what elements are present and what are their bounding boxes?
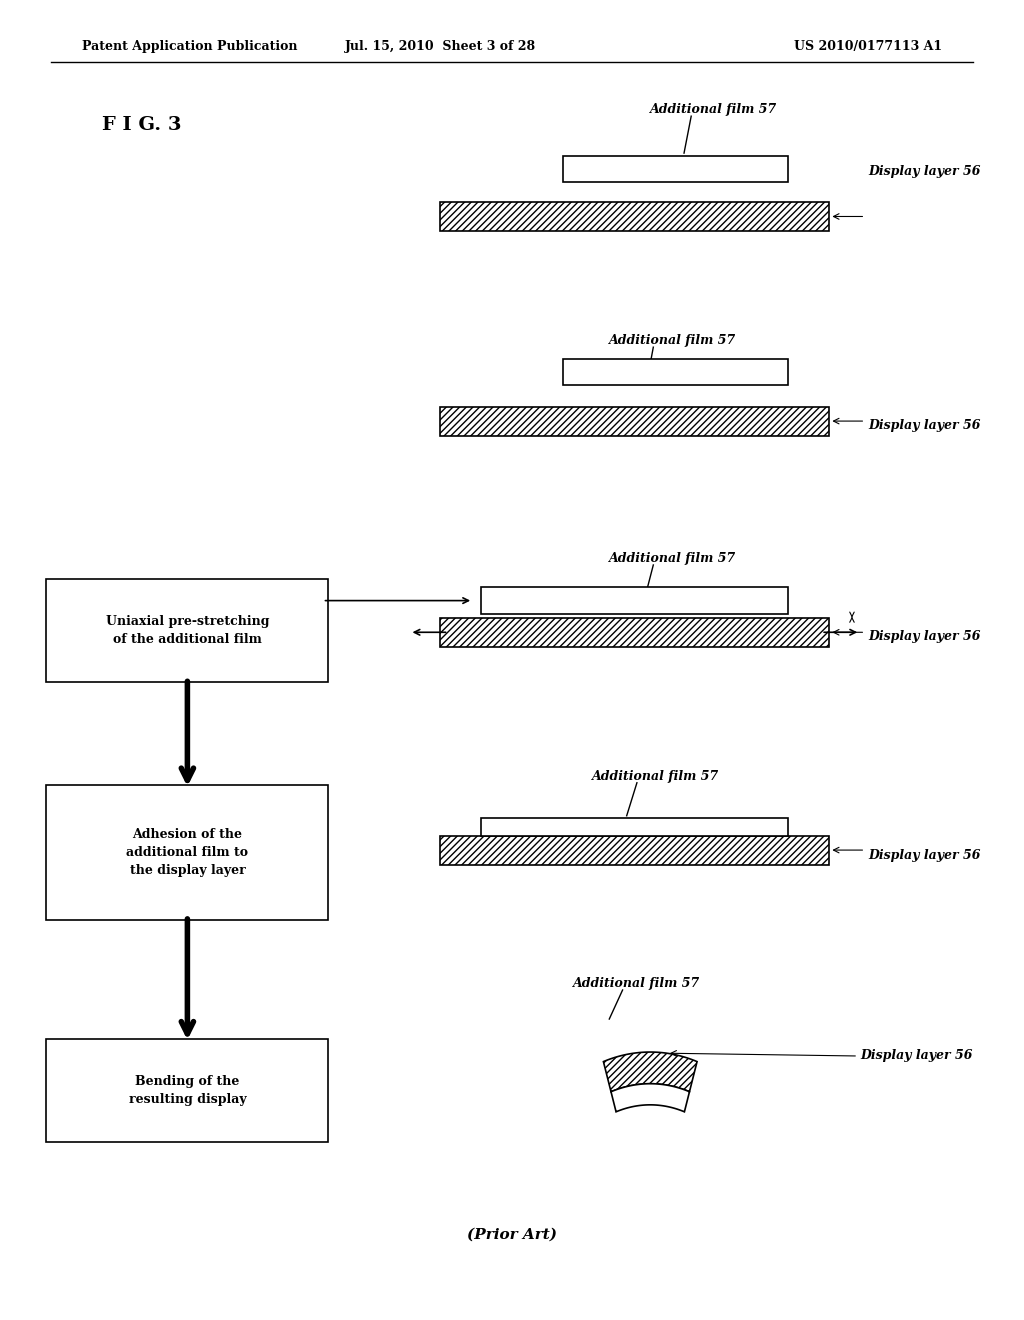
Text: Additional film 57: Additional film 57 xyxy=(592,770,719,783)
Polygon shape xyxy=(611,1084,689,1111)
Bar xyxy=(481,587,788,614)
Bar xyxy=(563,156,788,182)
Polygon shape xyxy=(603,1052,697,1092)
Text: Bending of the
resulting display: Bending of the resulting display xyxy=(129,1074,246,1106)
FancyBboxPatch shape xyxy=(46,1039,328,1142)
Text: Display layer 56: Display layer 56 xyxy=(868,418,981,432)
Text: Uniaxial pre-stretching
of the additional film: Uniaxial pre-stretching of the additiona… xyxy=(105,615,269,647)
Text: Additional film 57: Additional film 57 xyxy=(609,334,736,347)
Text: Display layer 56: Display layer 56 xyxy=(868,165,981,178)
Bar xyxy=(440,202,829,231)
Text: Additional film 57: Additional film 57 xyxy=(609,552,736,565)
Text: F I G. 3: F I G. 3 xyxy=(102,116,182,135)
Bar xyxy=(440,836,829,865)
Text: US 2010/0177113 A1: US 2010/0177113 A1 xyxy=(794,40,942,53)
Text: Additional film 57: Additional film 57 xyxy=(573,977,700,990)
Text: Display layer 56: Display layer 56 xyxy=(868,630,981,643)
Text: Display layer 56: Display layer 56 xyxy=(868,849,981,862)
FancyBboxPatch shape xyxy=(46,579,328,682)
Bar xyxy=(440,407,829,436)
Bar xyxy=(440,618,829,647)
Text: Additional film 57: Additional film 57 xyxy=(650,103,777,116)
Text: (Prior Art): (Prior Art) xyxy=(467,1228,557,1241)
FancyBboxPatch shape xyxy=(46,785,328,920)
Text: Jul. 15, 2010  Sheet 3 of 28: Jul. 15, 2010 Sheet 3 of 28 xyxy=(345,40,536,53)
Text: Patent Application Publication: Patent Application Publication xyxy=(82,40,297,53)
Bar xyxy=(481,818,788,836)
Text: Adhesion of the
additional film to
the display layer: Adhesion of the additional film to the d… xyxy=(126,828,249,878)
Bar xyxy=(563,359,788,385)
Text: Display layer 56: Display layer 56 xyxy=(860,1049,973,1063)
